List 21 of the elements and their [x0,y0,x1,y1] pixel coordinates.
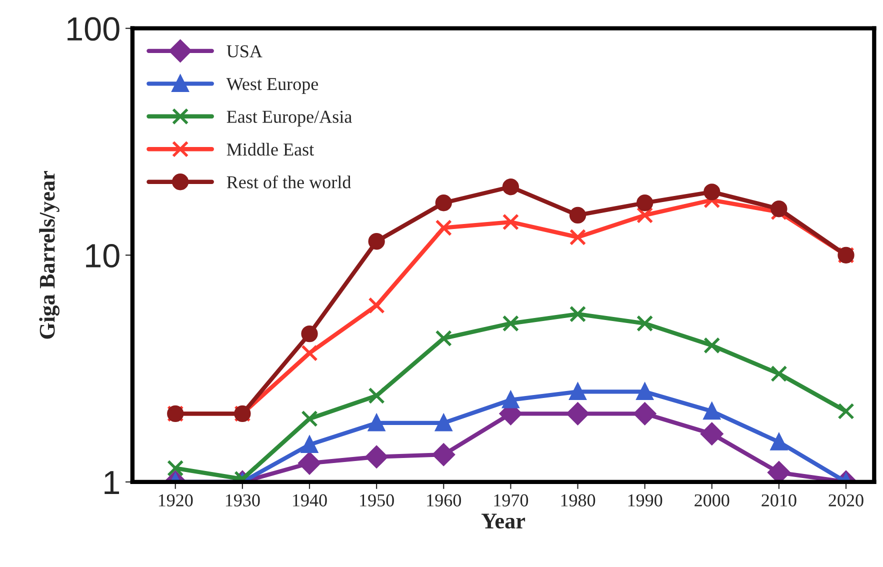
x-tick-label: 1920 [158,494,193,506]
legend-label: USA [226,45,262,58]
legend-label: East Europe/Asia [226,110,352,127]
x-tick-label: 2000 [694,494,730,506]
legend-label: West Europe [226,78,318,94]
x-axis-title: Year [481,514,526,529]
x-tick-label: 1970 [494,494,528,506]
x-tick-label: 1960 [427,494,461,506]
x-tick-label: 2020 [828,494,864,506]
y-tick-label: 10 [86,244,120,268]
x-tick-label: 1950 [360,494,394,506]
x-tick-label: 2010 [762,494,796,506]
legend-label: Middle East [226,142,314,156]
x-tick-label: 1990 [628,494,662,506]
x-tick-label: 1980 [561,494,596,506]
y-tick-label: 100 [68,17,120,41]
x-tick-label: 1940 [293,494,327,506]
legend-label: Rest of the world [226,175,351,188]
x-tick-label: 1930 [226,494,260,506]
y-tick-label: 1 [104,471,120,494]
y-axis-title: Giga Barrels/year [39,170,60,339]
